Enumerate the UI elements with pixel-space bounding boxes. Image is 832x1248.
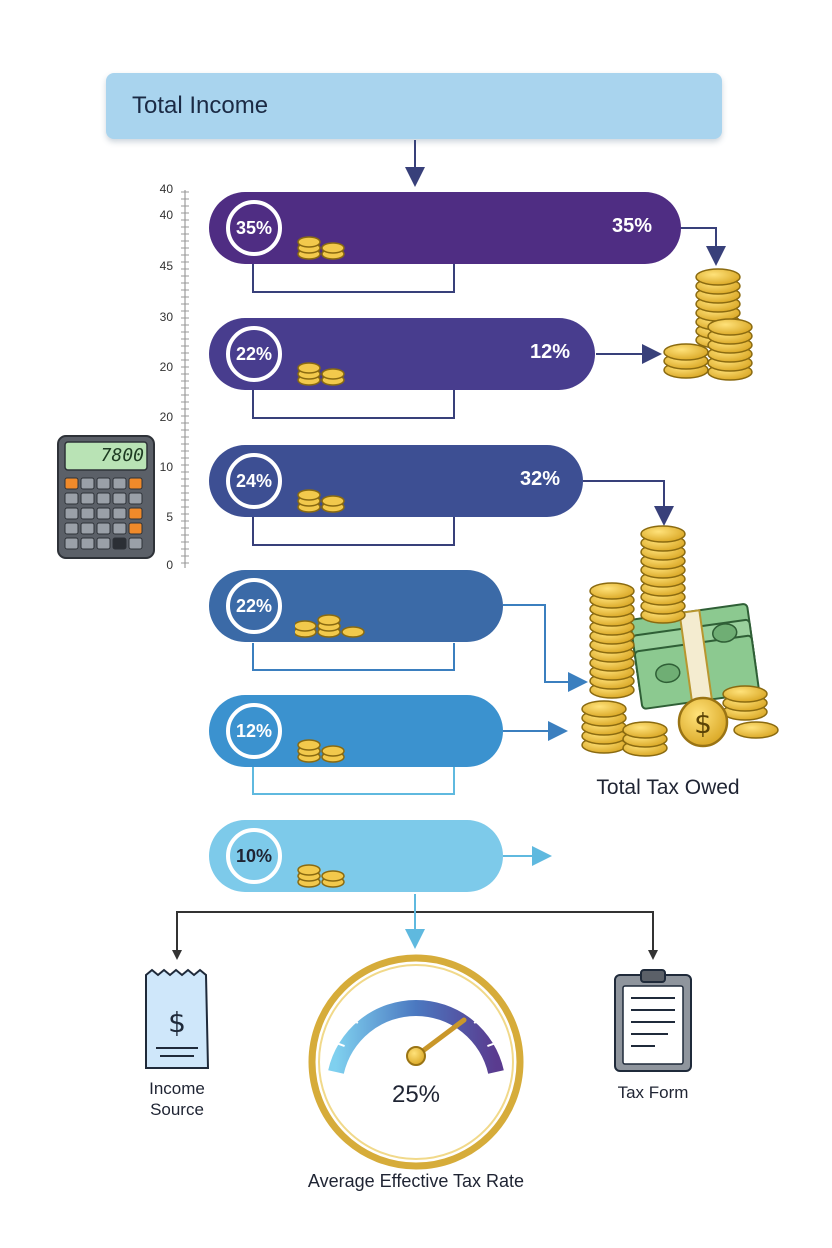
band-rate-ring: 22% (226, 578, 282, 634)
receipt-icon: $ (145, 968, 210, 1069)
total-income-title: Total Income (132, 92, 269, 119)
coin-stack-top (663, 268, 753, 381)
clipboard-icon (614, 969, 692, 1072)
coin-icon (297, 362, 345, 386)
coin-icon (297, 739, 345, 763)
band-right-label: 35% (612, 215, 653, 237)
band-rate-ring: 24% (226, 453, 282, 509)
band-arrows (503, 227, 726, 866)
gauge-label: Average Effective Tax Rate (307, 1171, 525, 1191)
axis-tick-label: 40 (159, 182, 173, 196)
svg-text:$: $ (168, 1006, 186, 1039)
tax-band: 22% (209, 570, 503, 642)
band-right-label: 32% (520, 468, 561, 490)
band-rate-ring: 35% (226, 200, 282, 256)
axis-tick-label: 10 (159, 460, 173, 474)
coin-icon (297, 864, 345, 888)
tax-band: 12% (209, 695, 503, 767)
axis-tick-label: 0 (166, 558, 173, 572)
axis-tick-label: 30 (159, 310, 173, 324)
money-pile-icon: $ (581, 525, 779, 757)
axis-tick-label: 45 (159, 259, 173, 273)
band-rate-ring: 22% (226, 326, 282, 382)
axis-tick-label: 40 (159, 208, 173, 222)
tax-band: 22% 12% (209, 318, 595, 390)
coin-icon (297, 489, 345, 513)
income-source-line2: Source (150, 1100, 204, 1119)
bottom-connectors (172, 894, 658, 960)
svg-text:$: $ (694, 707, 712, 740)
tax-band: 24% 32% (209, 445, 583, 517)
vertical-ruler (181, 190, 189, 568)
tax-band: 35% 35% (209, 192, 681, 264)
band-rate-ring: 10% (226, 828, 282, 884)
total-tax-owed-label: Total Tax Owed (596, 776, 740, 799)
income-source-line1: Income (149, 1079, 205, 1098)
gauge-icon (308, 954, 524, 1170)
calculator-icon (57, 435, 155, 559)
band-brackets (252, 264, 455, 795)
total-income-header: Total Income (106, 73, 722, 139)
tax-form-label: Tax Form (617, 1083, 689, 1102)
axis-tick-label: 20 (159, 360, 173, 374)
tax-band: 10% (209, 820, 503, 892)
axis-tick-label: 5 (166, 510, 173, 524)
income-source-label: Income Source (127, 1078, 227, 1120)
axis-tick-label: 20 (159, 410, 173, 424)
calculator-display: 7800 (100, 445, 144, 466)
band-rate-ring: 12% (226, 703, 282, 759)
gauge-value: 25% (391, 1081, 441, 1108)
coin-icon (295, 614, 365, 638)
coin-icon (297, 236, 345, 260)
band-right-label: 12% (530, 341, 571, 363)
